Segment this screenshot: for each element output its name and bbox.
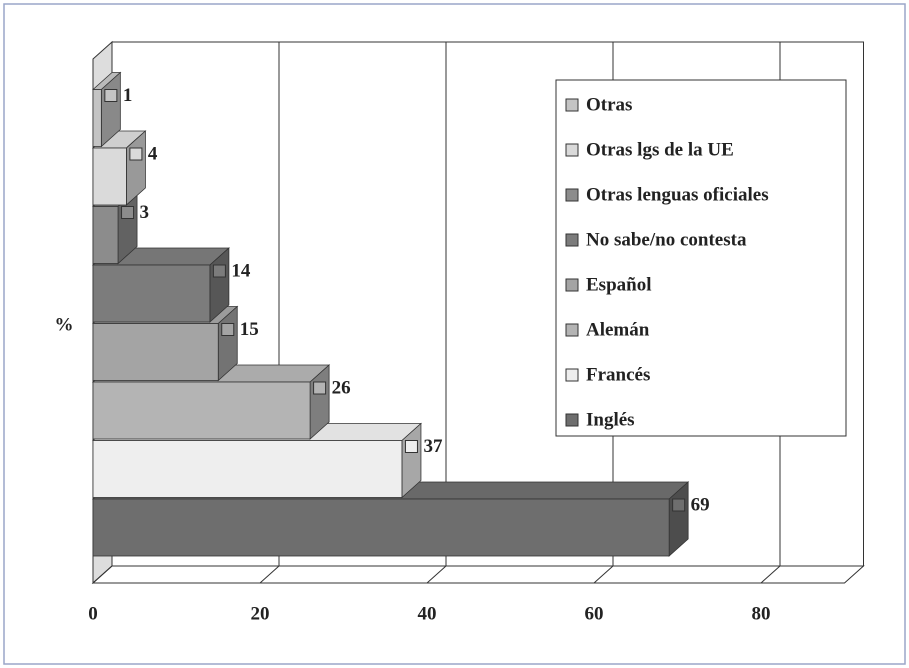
floor bbox=[91, 565, 865, 584]
data-label: 69 bbox=[691, 494, 710, 515]
data-label: 3 bbox=[140, 202, 150, 223]
legend-label: Otras lenguas oficiales bbox=[586, 184, 769, 205]
data-label: 15 bbox=[240, 319, 259, 340]
legend-swatch bbox=[565, 188, 579, 202]
label-marker bbox=[221, 323, 235, 336]
legend-label: Otras bbox=[586, 94, 632, 115]
x-tick bbox=[760, 565, 781, 584]
legend-label: Español bbox=[586, 274, 651, 295]
x-tick bbox=[259, 565, 280, 584]
y-axis-label: % bbox=[55, 314, 74, 335]
x-tick bbox=[593, 565, 614, 584]
x-tick-label: 40 bbox=[418, 603, 437, 624]
legend-swatch bbox=[565, 368, 579, 382]
x-tick-label: 80 bbox=[752, 603, 771, 624]
label-marker bbox=[121, 206, 135, 219]
bar bbox=[92, 381, 311, 440]
label-marker bbox=[313, 381, 327, 395]
bar bbox=[92, 498, 670, 557]
legend-label: Inglés bbox=[586, 409, 635, 430]
x-tick bbox=[426, 565, 447, 584]
data-label: 4 bbox=[148, 143, 158, 164]
bar bbox=[92, 89, 102, 147]
legend-swatch bbox=[565, 413, 579, 427]
x-tick-label: 60 bbox=[585, 603, 604, 624]
bar bbox=[92, 264, 211, 323]
label-marker bbox=[404, 440, 418, 453]
legend-swatch bbox=[565, 323, 579, 337]
legend-swatch bbox=[565, 98, 579, 112]
legend-label: No sabe/no contesta bbox=[586, 229, 747, 250]
x-tick-label: 20 bbox=[251, 603, 270, 624]
legend-label: Otras lgs de la UE bbox=[586, 139, 734, 160]
legend-swatch bbox=[565, 278, 579, 292]
label-marker bbox=[672, 498, 686, 512]
legend-label: Francés bbox=[586, 364, 650, 385]
legend-box bbox=[555, 79, 847, 437]
x-tick-label: 0 bbox=[88, 603, 98, 624]
legend-swatch bbox=[565, 233, 579, 247]
legend-swatch bbox=[565, 143, 579, 157]
label-marker bbox=[212, 264, 226, 278]
label-marker bbox=[104, 89, 118, 102]
data-label: 1 bbox=[123, 85, 133, 106]
data-label: 37 bbox=[423, 436, 443, 457]
label-marker bbox=[129, 147, 143, 161]
bar bbox=[92, 147, 127, 206]
x-tick bbox=[92, 565, 113, 584]
bar bbox=[92, 323, 219, 381]
bar bbox=[92, 206, 119, 264]
legend-label: Alemán bbox=[586, 319, 650, 340]
data-label: 26 bbox=[332, 377, 351, 398]
bar bbox=[92, 440, 403, 498]
data-label: 14 bbox=[231, 260, 251, 281]
